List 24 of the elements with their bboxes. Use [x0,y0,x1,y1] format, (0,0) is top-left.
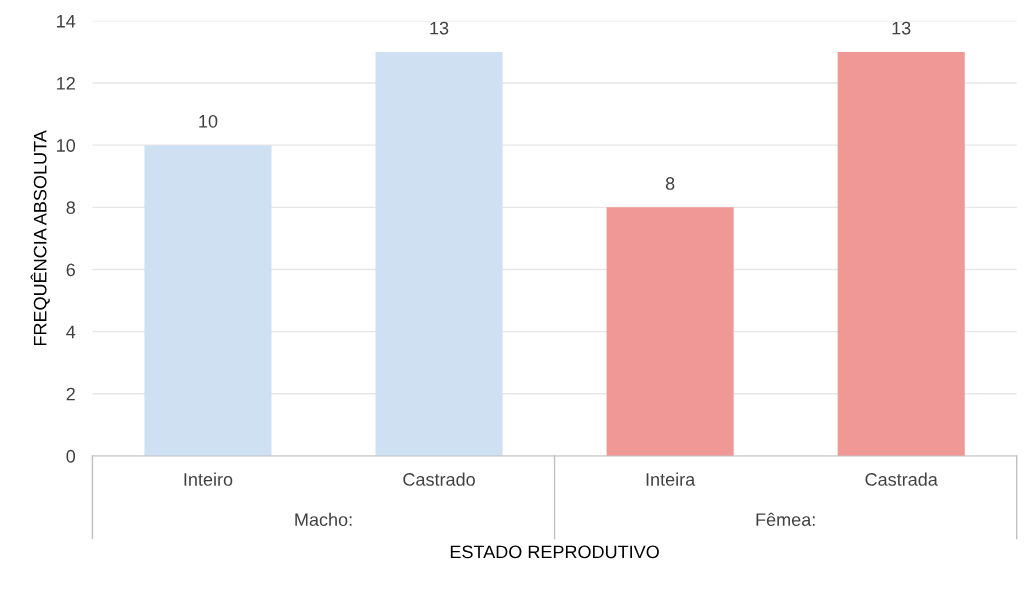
y-tick-label: 4 [66,325,76,339]
bar [144,145,272,456]
data-label: 8 [665,177,675,190]
x-axis-title: ESTADO REPRODUTIVO [450,545,659,559]
y-tick-label: 8 [66,201,75,215]
bar [375,51,503,456]
x-tick-label: Inteira [646,472,696,486]
x-tick-label: Castrada [865,472,938,486]
y-tick-label: 6 [66,263,75,277]
bar [606,207,734,456]
bar [837,51,965,456]
y-tick-label: 12 [57,76,75,90]
x-tick-label: Inteiro [184,472,233,486]
y-tick-label: 2 [66,387,75,401]
data-label: 13 [892,21,911,35]
y-axis-title: FREQUÊNCIA ABSOLUTA [30,130,50,346]
text: Fêmea: [756,512,815,527]
y-tick-label: 0 [66,449,76,463]
x-tick-label: Castrado [403,472,475,486]
data-label: 10 [199,114,218,128]
y-tick-label: 14 [57,14,76,28]
text: Macho: [295,512,352,527]
data-label: 13 [430,21,449,35]
y-tick-label: 10 [57,139,76,152]
